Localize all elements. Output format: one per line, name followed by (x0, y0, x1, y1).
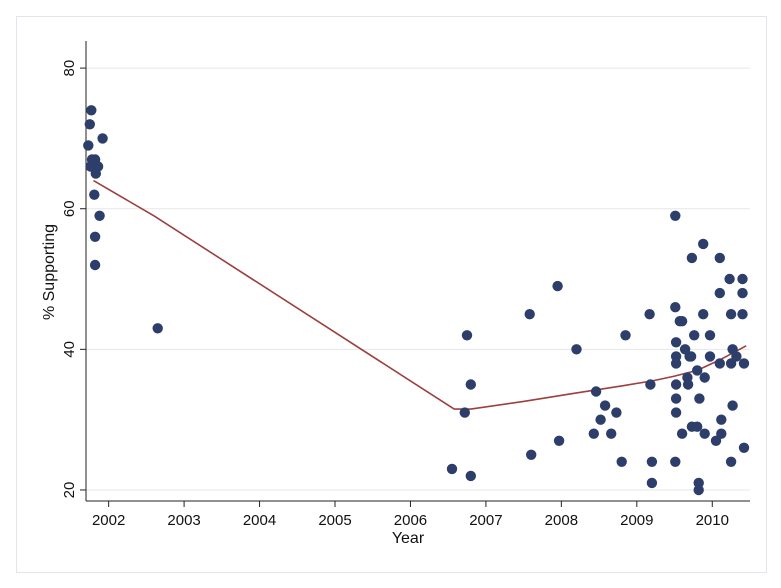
data-point-39 (670, 337, 682, 348)
data-point-0 (86, 105, 97, 116)
data-point-11 (94, 210, 105, 221)
data-point-78 (727, 400, 738, 411)
data-point-23 (553, 435, 565, 446)
y-tick-label-20: 20 (61, 482, 78, 499)
data-point-80 (731, 351, 742, 362)
fit-line-layer (93, 179, 747, 410)
x-tick-label-2009: 2009 (620, 512, 653, 529)
data-point-21 (526, 449, 537, 460)
data-point-3 (97, 133, 108, 144)
x-tick-label-2004: 2004 (243, 512, 276, 529)
y-axis-title: % Supporting (41, 224, 58, 320)
data-point-28 (599, 400, 611, 411)
data-point-10 (89, 189, 100, 200)
axes: 20 40 60 80 2002 2003 2004 2005 2006 2007 2008 2009… (61, 41, 750, 529)
data-point-74 (724, 273, 735, 285)
data-point-59 (692, 421, 703, 432)
data-point-54 (686, 252, 698, 264)
data-point-48 (676, 428, 688, 439)
data-point-38 (670, 302, 681, 313)
data-point-12 (89, 231, 101, 242)
data-point-33 (644, 309, 655, 320)
data-point-35 (646, 456, 658, 467)
x-tick-label-2005: 2005 (318, 512, 351, 529)
grid-lines (86, 67, 750, 491)
data-point-47 (676, 316, 688, 327)
y-tick-label-60: 60 (61, 200, 78, 217)
data-point-2 (83, 140, 94, 151)
data-point-70 (714, 287, 725, 299)
data-point-17 (461, 330, 473, 341)
data-point-53 (685, 351, 697, 362)
y-tick-label-40: 40 (61, 341, 78, 358)
data-point-82 (737, 287, 748, 299)
x-tick-label-2010: 2010 (696, 512, 729, 529)
data-point-81 (737, 273, 748, 285)
x-tick-label-2002: 2002 (92, 512, 125, 529)
data-point-31 (616, 456, 627, 467)
data-point-79 (725, 456, 737, 467)
data-point-71 (714, 358, 725, 369)
data-point-41 (670, 358, 682, 369)
scatter-chart: 20 40 60 80 2002 2003 2004 2005 2006 2007 2008 2009… (41, 41, 750, 547)
data-point-72 (716, 414, 727, 425)
data-point-25 (588, 428, 599, 439)
fit-line (93, 179, 747, 410)
data-point-15 (446, 463, 458, 475)
data-point-61 (693, 484, 704, 496)
data-point-14 (152, 323, 163, 334)
data-point-42 (670, 379, 682, 390)
data-point-34 (645, 379, 656, 390)
data-point-18 (465, 379, 476, 390)
data-point-85 (738, 442, 750, 453)
data-point-19 (465, 470, 476, 482)
data-point-83 (737, 309, 748, 320)
data-point-43 (670, 393, 682, 404)
data-point-75 (725, 309, 737, 320)
data-point-37 (670, 210, 681, 221)
data-point-29 (606, 428, 617, 439)
data-point-20 (524, 309, 535, 320)
data-point-63 (698, 309, 709, 320)
x-tick-label-2003: 2003 (167, 512, 200, 529)
data-point-27 (595, 414, 606, 425)
data-point-9 (90, 168, 102, 179)
data-point-36 (646, 477, 658, 489)
x-tick-label-2006: 2006 (394, 512, 427, 529)
data-point-66 (704, 330, 716, 341)
data-point-84 (738, 358, 750, 369)
y-tick-label-80: 80 (61, 60, 78, 77)
data-point-62 (698, 238, 709, 250)
x-tick-label-2007: 2007 (469, 512, 502, 529)
x-tick-label-2008: 2008 (545, 512, 578, 529)
data-point-45 (670, 456, 681, 467)
x-axis-title: Year (392, 530, 425, 547)
data-point-73 (716, 428, 727, 439)
data-point-1 (84, 119, 96, 130)
data-point-58 (694, 393, 705, 404)
data-point-51 (682, 379, 694, 390)
data-point-57 (692, 365, 703, 376)
data-point-44 (670, 407, 682, 418)
chart-frame: 20 40 60 80 2002 2003 2004 2005 2006 2007 2008 2009… (16, 16, 767, 573)
data-point-67 (704, 351, 716, 362)
points-layer (83, 105, 750, 496)
data-point-24 (571, 344, 582, 355)
data-point-22 (552, 280, 563, 292)
data-point-16 (459, 407, 470, 418)
data-point-68 (710, 435, 722, 446)
data-point-56 (689, 330, 700, 341)
data-point-69 (714, 252, 725, 264)
data-point-65 (699, 428, 710, 439)
data-point-30 (611, 407, 622, 418)
data-point-26 (590, 386, 602, 397)
data-point-13 (89, 259, 101, 271)
data-point-64 (699, 372, 710, 383)
data-point-32 (620, 330, 631, 341)
